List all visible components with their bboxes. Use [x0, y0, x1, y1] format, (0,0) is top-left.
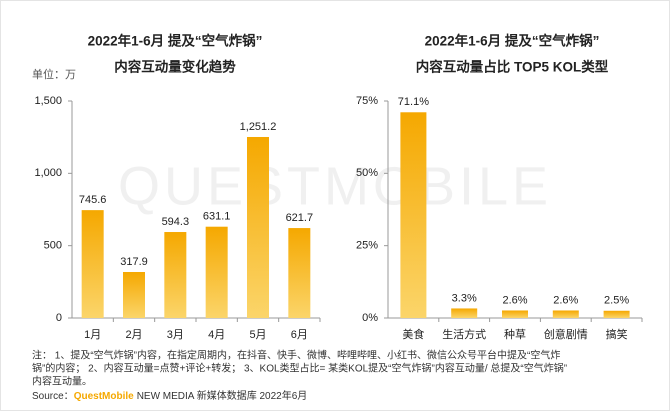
watermark: QUESTMOBILE [118, 156, 552, 216]
bar [247, 136, 269, 318]
bar [400, 112, 427, 318]
value-label: 2.5% [604, 295, 629, 307]
value-label: 317.9 [120, 256, 148, 268]
y-tick-label: 50% [356, 167, 378, 179]
y-tick-label: 1,000 [34, 167, 62, 179]
note: 注： 1、提及“空气炸锅”内容，在指定周期内，在抖音、快手、微博、哔哩哔哩、小红… [32, 349, 560, 362]
bar [205, 226, 228, 318]
unit-label: 单位：万 [32, 67, 76, 81]
y-tick-label: 1,500 [34, 95, 62, 107]
x-tick-label: 搞笑 [606, 327, 628, 341]
note: 锅”的内容； 2、内容互动量=点赞+评论+转发； 3、KOL类型占比= 某类KO… [32, 362, 567, 375]
bar [502, 310, 528, 318]
bar [288, 228, 311, 318]
bar [164, 232, 187, 318]
value-label: 1,251.2 [240, 121, 277, 133]
value-label: 631.1 [203, 211, 231, 223]
value-label: 745.6 [79, 194, 107, 206]
value-label: 71.1% [398, 96, 429, 108]
y-tick-label: 25% [356, 240, 378, 252]
x-tick-label: 6月 [291, 329, 308, 341]
chart-title: 内容互动量占比 TOP5 KOL类型 [416, 59, 609, 75]
x-tick-label: 美食 [402, 327, 424, 341]
y-tick-label: 500 [44, 240, 62, 252]
bar [552, 310, 579, 318]
bar [123, 272, 145, 318]
x-tick-label: 种草 [504, 327, 526, 341]
y-tick-label: 75% [356, 95, 378, 107]
y-tick-label: 0% [362, 312, 378, 324]
x-tick-label: 生活方式 [442, 327, 486, 341]
note: 内容互动量。 [32, 375, 92, 388]
x-tick-label: 3月 [167, 329, 184, 341]
value-label: 594.3 [162, 216, 190, 228]
bar [451, 308, 478, 318]
x-tick-label: 创意剧情 [544, 327, 588, 341]
x-tick-label: 4月 [208, 329, 225, 341]
x-tick-label: 5月 [249, 329, 266, 341]
chart-title: 内容互动量变化趋势 [114, 59, 236, 75]
bar [603, 310, 630, 318]
source: Source：QuestMobile NEW MEDIA 新媒体数据库 2022年… [32, 389, 307, 402]
y-tick-label: 0 [56, 312, 62, 324]
value-label: 2.6% [502, 294, 527, 306]
value-label: 621.7 [286, 212, 314, 224]
chart-title: 2022年1-6月 提及“空气炸锅” [425, 33, 600, 49]
bar [81, 210, 104, 318]
chart-title: 2022年1-6月 提及“空气炸锅” [88, 33, 263, 49]
value-label: 3.3% [452, 292, 477, 304]
x-tick-label: 1月 [84, 329, 101, 341]
x-tick-label: 2月 [125, 329, 142, 341]
value-label: 2.6% [553, 294, 578, 306]
